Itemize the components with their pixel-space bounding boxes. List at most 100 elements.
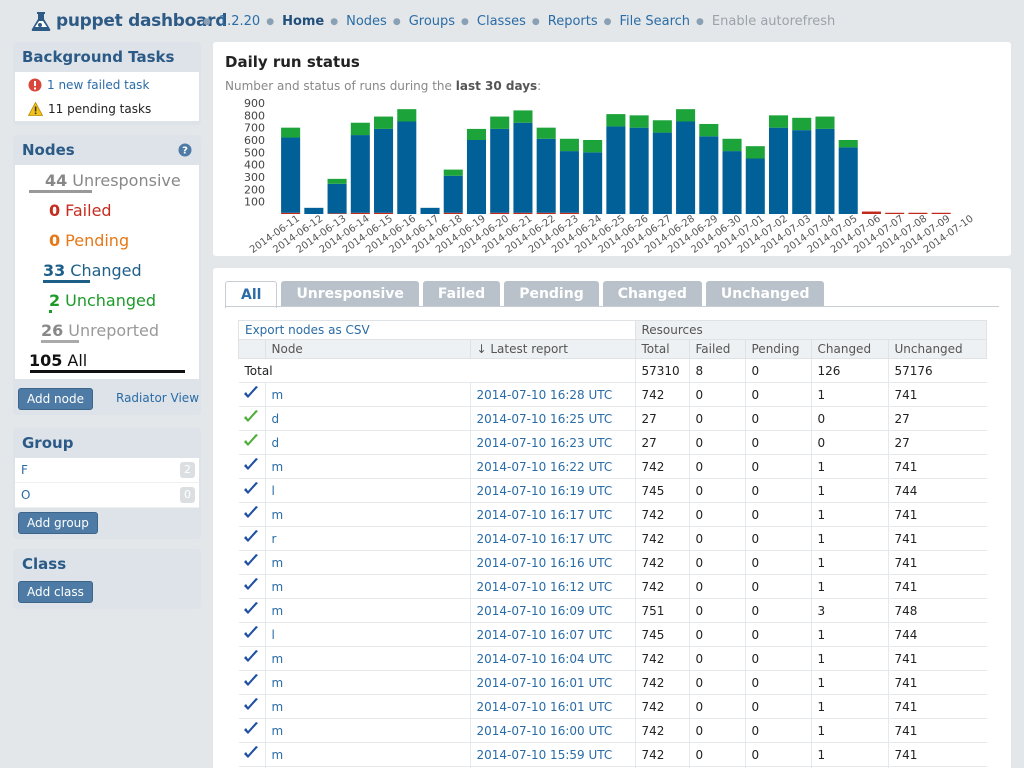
report-cell[interactable]: 2014-07-10 16:22 UTC (469, 454, 635, 479)
node-cell[interactable]: m (264, 502, 470, 527)
node-cell[interactable]: m (264, 718, 470, 743)
node-link[interactable]: m (271, 387, 284, 402)
node-link[interactable]: l (271, 627, 275, 642)
report-link[interactable]: 2014-07-10 16:12 UTC (476, 579, 613, 594)
nav-reports[interactable]: Reports (547, 14, 598, 29)
node-cell[interactable]: m (264, 694, 470, 719)
group-item-name[interactable]: F (21, 463, 28, 477)
node-link[interactable]: l (271, 483, 275, 498)
tab-unresponsive[interactable]: Unresponsive (281, 281, 419, 307)
pending-task-row[interactable]: 11 pending tasks (15, 97, 199, 121)
node-cell[interactable]: m (264, 574, 470, 599)
report-cell[interactable]: 2014-07-10 16:00 UTC (469, 718, 635, 743)
node-cell[interactable] (264, 766, 470, 768)
node-link[interactable]: m (271, 675, 284, 690)
report-link[interactable]: 2014-07-10 15:59 UTC (476, 747, 613, 762)
tab-failed[interactable]: Failed (422, 281, 501, 307)
report-cell[interactable]: 2014-07-10 16:07 UTC (469, 622, 635, 647)
logo[interactable]: puppet dashboard (30, 10, 227, 32)
node-link[interactable]: m (271, 507, 284, 522)
failed-task-link[interactable]: 1 new failed task (47, 78, 150, 92)
tab-unchanged[interactable]: Unchanged (705, 281, 825, 307)
nav-autorefresh[interactable]: Enable autorefresh (711, 14, 836, 29)
node-cell[interactable]: l (264, 478, 470, 503)
help-icon[interactable]: ? (178, 143, 192, 157)
node-link[interactable]: m (271, 747, 284, 762)
nav-nodes[interactable]: Nodes (346, 14, 387, 29)
report-link[interactable]: 2014-07-10 16:17 UTC (476, 507, 613, 522)
report-link[interactable]: 2014-07-10 16:04 UTC (476, 651, 613, 666)
node-cell[interactable]: m (264, 382, 470, 407)
report-cell[interactable]: 2014-07-10 16:12 UTC (469, 574, 635, 599)
node-link[interactable]: m (271, 459, 284, 474)
tab-changed[interactable]: Changed (602, 281, 702, 307)
node-cell[interactable]: m (264, 454, 470, 479)
node-stat-unchanged[interactable]: 2 Unchanged (15, 287, 199, 317)
report-cell[interactable]: 2014-07-10 16:19 UTC (469, 478, 635, 503)
report-link[interactable]: 2014-07-10 16:07 UTC (476, 627, 613, 642)
node-link[interactable]: m (271, 699, 284, 714)
nav-file-search[interactable]: File Search (619, 14, 691, 29)
column-header-unchanged[interactable]: Unchanged (887, 339, 987, 359)
report-link[interactable]: 2014-07-10 16:23 UTC (476, 435, 613, 450)
add-group-button[interactable]: Add group (18, 512, 98, 534)
add-node-button[interactable]: Add node (18, 388, 93, 410)
export-csv-link[interactable]: Export nodes as CSV (245, 323, 370, 337)
report-link[interactable]: 2014-07-10 16:00 UTC (476, 723, 613, 738)
nav-classes[interactable]: Classes (476, 14, 526, 29)
report-cell[interactable]: 2014-07-10 16:01 UTC (469, 670, 635, 695)
report-cell[interactable]: 2014-07-10 16:01 UTC (469, 694, 635, 719)
version-link[interactable]: 1.2.20 (218, 14, 261, 29)
node-cell[interactable]: m (264, 646, 470, 671)
node-link[interactable]: m (271, 555, 284, 570)
report-cell[interactable]: 2014-07-10 16:09 UTC (469, 598, 635, 623)
node-cell[interactable]: r (264, 526, 470, 551)
failed-task-row[interactable]: 1 new failed task (15, 73, 199, 97)
report-cell[interactable]: 2014-07-10 16:23 UTC (469, 430, 635, 455)
report-link[interactable]: 2014-07-10 16:01 UTC (476, 675, 613, 690)
report-link[interactable]: 2014-07-10 16:28 UTC (476, 387, 613, 402)
report-link[interactable]: 2014-07-10 16:01 UTC (476, 699, 613, 714)
node-cell[interactable]: d (264, 406, 470, 431)
node-cell[interactable]: m (264, 742, 470, 767)
node-link[interactable]: m (271, 603, 284, 618)
report-cell[interactable]: 2014-07-10 16:04 UTC (469, 646, 635, 671)
node-stat-all[interactable]: 105 All (15, 347, 199, 377)
column-header-changed[interactable]: Changed (810, 339, 889, 359)
report-cell[interactable]: 2014-07-10 15:59 UTC (469, 742, 635, 767)
node-link[interactable]: d (271, 435, 280, 450)
report-cell[interactable]: 2014-07-10 16:28 UTC (469, 382, 635, 407)
report-cell[interactable]: 2014-07-10 16:17 UTC (469, 502, 635, 527)
node-stat-pending[interactable]: 0 Pending (15, 227, 199, 257)
node-link[interactable]: d (271, 411, 280, 426)
column-header-node[interactable]: Node (264, 339, 471, 359)
report-link[interactable]: 2014-07-10 16:25 UTC (476, 411, 613, 426)
node-cell[interactable]: m (264, 550, 470, 575)
node-link[interactable]: r (271, 531, 277, 546)
tab-all[interactable]: All (225, 281, 278, 308)
report-link[interactable]: 2014-07-10 16:22 UTC (476, 459, 613, 474)
node-stat-failed[interactable]: 0 Failed (15, 197, 199, 227)
column-header-total[interactable]: Total (634, 339, 690, 359)
node-link[interactable]: m (271, 579, 284, 594)
report-link[interactable]: 2014-07-10 16:16 UTC (476, 555, 613, 570)
node-stat-unresponsive[interactable]: 44 Unresponsive (15, 167, 199, 197)
report-cell[interactable]: 2014-07-10 16:17 UTC (469, 526, 635, 551)
radiator-view-link[interactable]: Radiator View (116, 391, 200, 405)
node-cell[interactable]: m (264, 670, 470, 695)
tab-pending[interactable]: Pending (504, 281, 599, 307)
node-cell[interactable]: l (264, 622, 470, 647)
node-stat-unreported[interactable]: 26 Unreported (15, 317, 199, 347)
node-stat-changed[interactable]: 33 Changed (15, 257, 199, 287)
column-header-pending[interactable]: Pending (744, 339, 812, 359)
report-link[interactable]: 2014-07-10 16:09 UTC (476, 603, 613, 618)
report-cell[interactable] (469, 766, 635, 768)
column-header-failed[interactable]: Failed (688, 339, 746, 359)
nav-home[interactable]: Home (282, 14, 325, 29)
nav-groups[interactable]: Groups (408, 14, 456, 29)
node-link[interactable]: m (271, 651, 284, 666)
column-header-report[interactable]: ↓ Latest report (469, 339, 636, 359)
report-cell[interactable]: 2014-07-10 16:16 UTC (469, 550, 635, 575)
